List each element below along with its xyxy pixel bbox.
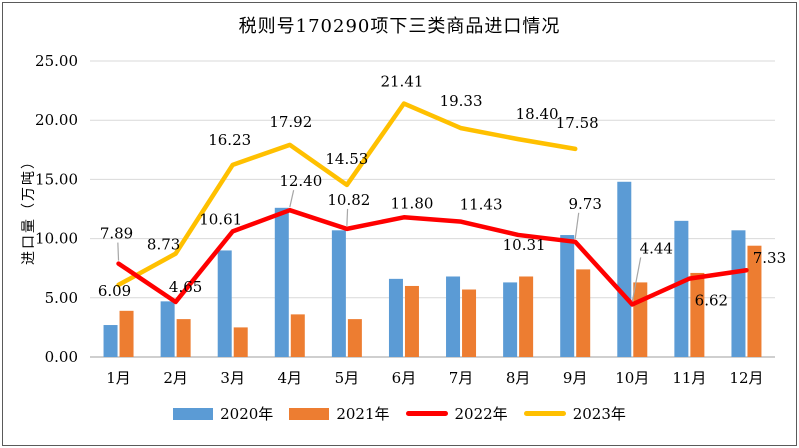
legend-item-2023年: 2023年: [523, 403, 626, 424]
bar-2020年-m7: [446, 276, 461, 357]
x-tick-label-m12: 12月: [729, 369, 763, 387]
bar-2021年-m12: [747, 245, 762, 357]
data-label-2022年-m7: 11.43: [460, 196, 503, 214]
bar-2021年-m1: [119, 310, 134, 357]
bar-2020年-m9: [560, 235, 575, 357]
data-label-2022年-m8: 10.31: [503, 236, 546, 254]
y-tick-label-2: 10.00: [35, 230, 78, 248]
leader-line-2022年-m9: [574, 212, 580, 239]
data-label-2023年-m8: 18.40: [516, 105, 559, 123]
y-tick-label-5: 25.00: [35, 52, 78, 70]
data-label-2022年-m12: 7.33: [753, 249, 786, 267]
x-tick-label-m7: 7月: [449, 369, 474, 387]
data-label-2022年-m9: 9.73: [569, 195, 602, 213]
leader-line-2022年-m4: [289, 190, 295, 208]
bar-2020年-m10: [617, 181, 632, 357]
bar-2021年-m9: [576, 269, 591, 357]
line-2023年: [116, 101, 578, 288]
data-label-2022年-m4: 12.40: [279, 172, 322, 190]
bar-2021年-m10: [633, 282, 648, 357]
legend-swatch-2021年: [289, 407, 330, 420]
data-label-2022年-m10: 4.44: [640, 239, 673, 257]
data-label-2022年-m6: 11.80: [390, 194, 433, 212]
data-label-2022年-m2: 4.65: [169, 278, 202, 296]
legend-swatch-2022年: [405, 411, 448, 416]
bar-2021年-m3: [233, 327, 248, 357]
x-tick-label-m11: 11月: [672, 369, 706, 387]
bar-2020年-m8: [503, 282, 518, 357]
y-tick-label-1: 5.00: [45, 289, 78, 307]
bar-2021年-m7: [462, 289, 477, 357]
legend-swatch-2020年: [173, 407, 214, 420]
x-tick-label-m8: 8月: [506, 369, 531, 387]
legend-item-2020年: 2020年: [173, 403, 273, 424]
bar-2021年-m11: [690, 272, 705, 357]
bar-2020年-m2: [160, 301, 175, 357]
data-label-2022年-m1: 7.89: [100, 225, 133, 243]
data-label-2023年-m7: 19.33: [440, 92, 483, 110]
legend-label-2022年: 2022年: [454, 405, 508, 423]
x-tick-label-m3: 3月: [220, 369, 245, 387]
bar-2020年-m3: [217, 250, 232, 357]
data-label-2022年-m5: 10.82: [327, 191, 370, 209]
x-tick-label-m6: 6月: [392, 369, 417, 387]
data-label-2023年-m6: 21.41: [380, 73, 423, 91]
legend-label-2021年: 2021年: [336, 405, 390, 423]
y-tick-label-0: 0.00: [45, 348, 78, 366]
data-label-2023年-m1: 6.09: [98, 282, 131, 300]
legend-item-2022年: 2022年: [405, 403, 508, 424]
bar-2021年-m5: [347, 319, 362, 357]
line-2022年: [116, 207, 749, 307]
bar-2021年-m4: [290, 314, 305, 357]
data-label-2022年-m3: 10.61: [199, 210, 242, 228]
x-tick-label-m9: 9月: [563, 369, 588, 387]
legend-swatch-2023年: [523, 411, 566, 416]
data-label-2023年-m3: 16.23: [208, 131, 251, 149]
x-tick-label-m4: 4月: [278, 369, 303, 387]
data-label-2022年-m11: 6.62: [695, 292, 728, 310]
data-label-2023年-m9: 17.58: [556, 114, 599, 132]
leader-line-2022年-m10: [631, 257, 642, 302]
x-tick-label-m10: 10月: [615, 369, 649, 387]
data-label-2023年-m4: 17.92: [269, 113, 312, 131]
leader-line-2022年-m1: [117, 242, 120, 261]
bar-2021年-m2: [176, 319, 191, 357]
y-tick-label-4: 20.00: [35, 111, 78, 129]
y-axis-title: 进口量（万吨）: [21, 153, 37, 265]
chart-title: 税则号170290项下三类商品进口情况: [238, 16, 561, 37]
y-tick-label-3: 15.00: [35, 170, 78, 188]
bar-2020年-m11: [674, 220, 689, 357]
data-label-2023年-m5: 14.53: [325, 150, 368, 168]
bar-2021年-m8: [519, 276, 534, 357]
x-tick-label-m1: 1月: [106, 369, 131, 387]
bar-2020年-m4: [274, 207, 289, 357]
bar-2020年-m6: [388, 278, 403, 357]
bar-2020年-m5: [331, 230, 346, 357]
legend-label-2023年: 2023年: [572, 405, 626, 423]
legend-item-2021年: 2021年: [289, 403, 390, 424]
x-tick-label-m2: 2月: [163, 369, 188, 387]
legend-label-2020年: 2020年: [220, 405, 274, 423]
bar-2021年-m6: [404, 285, 419, 357]
x-tick-label-m5: 5月: [335, 369, 360, 387]
bar-2020年-m1: [103, 325, 118, 357]
legend: 2020年 2021年 2022年 2023年: [0, 403, 799, 424]
bar-2020年-m12: [731, 230, 746, 357]
data-label-2023年-m2: 8.73: [147, 236, 180, 254]
leader-line-2022年-m5: [346, 208, 349, 226]
